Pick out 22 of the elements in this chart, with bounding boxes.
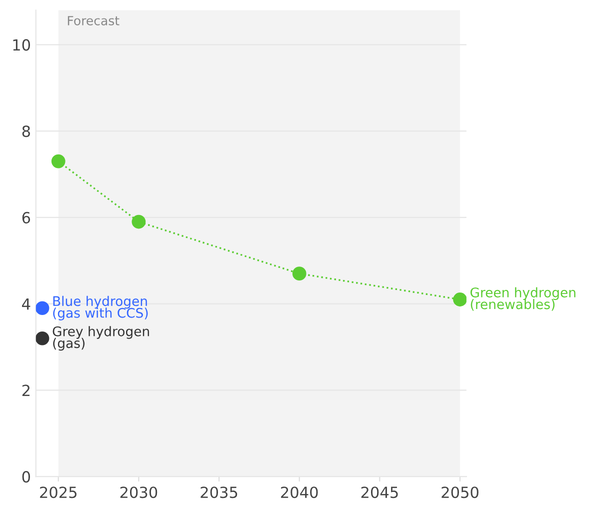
x-tick-label: 2040 [281,486,318,498]
x-tick-label: 2045 [361,486,398,498]
y-tick-label: 10 [13,39,30,51]
point [36,301,50,316]
point [292,266,306,281]
series-label: Green hydrogen (renewables) [470,287,576,311]
x-tick-label: 2050 [442,486,478,498]
y-tick-label: 8 [22,126,30,138]
y-tick-label: 2 [22,384,30,396]
point [51,154,66,168]
x-tick-label: 2030 [120,486,158,498]
y-tick-label: 4 [22,298,30,310]
series-label: Grey hydrogen (gas) [52,326,149,351]
point [453,292,466,306]
y-tick-label: 0 [22,471,30,483]
point [36,331,50,346]
x-tick-label: 2035 [200,486,238,498]
band-label: Forecast [68,16,120,26]
point [132,214,146,229]
series-label: Blue hydrogen (gas with CCS) [53,296,148,320]
x-tick-label: 2025 [40,486,76,498]
y-tick-label: 6 [22,212,30,224]
